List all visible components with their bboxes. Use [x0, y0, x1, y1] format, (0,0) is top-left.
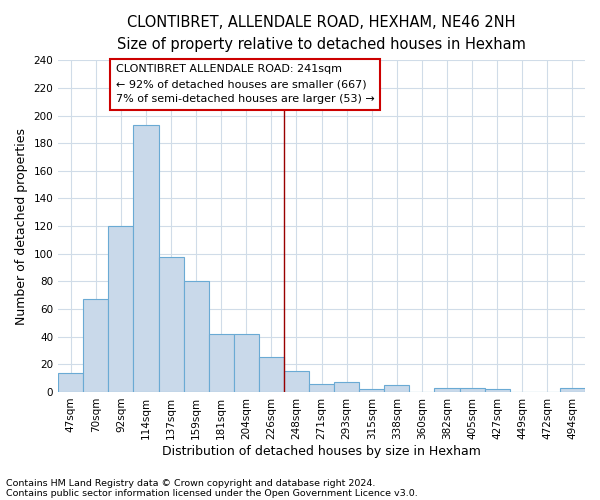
Bar	[560, 388, 585, 392]
Bar	[359, 389, 385, 392]
Bar	[284, 371, 309, 392]
Bar	[309, 384, 334, 392]
Bar	[485, 389, 510, 392]
Y-axis label: Number of detached properties: Number of detached properties	[15, 128, 28, 324]
Text: CLONTIBRET ALLENDALE ROAD: 241sqm
← 92% of detached houses are smaller (667)
7% : CLONTIBRET ALLENDALE ROAD: 241sqm ← 92% …	[116, 64, 374, 104]
Bar	[58, 372, 83, 392]
Text: Contains public sector information licensed under the Open Government Licence v3: Contains public sector information licen…	[6, 488, 418, 498]
Bar	[334, 382, 359, 392]
Bar	[109, 226, 133, 392]
Bar	[234, 334, 259, 392]
Bar	[133, 126, 158, 392]
Bar	[158, 256, 184, 392]
Bar	[460, 388, 485, 392]
Title: CLONTIBRET, ALLENDALE ROAD, HEXHAM, NE46 2NH
Size of property relative to detach: CLONTIBRET, ALLENDALE ROAD, HEXHAM, NE46…	[117, 15, 526, 52]
Bar	[209, 334, 234, 392]
Bar	[434, 388, 460, 392]
Text: Contains HM Land Registry data © Crown copyright and database right 2024.: Contains HM Land Registry data © Crown c…	[6, 478, 376, 488]
X-axis label: Distribution of detached houses by size in Hexham: Distribution of detached houses by size …	[162, 444, 481, 458]
Bar	[83, 300, 109, 392]
Bar	[184, 282, 209, 392]
Bar	[385, 385, 409, 392]
Bar	[259, 358, 284, 392]
